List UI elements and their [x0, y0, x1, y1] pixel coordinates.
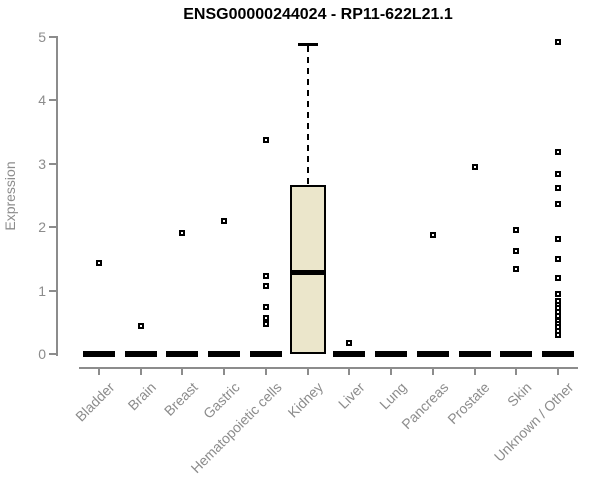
outlier-point: [513, 266, 520, 273]
collapsed-box: [500, 351, 533, 357]
x-tick: [431, 369, 434, 375]
y-tick: [49, 289, 56, 292]
x-tick: [306, 369, 309, 375]
collapsed-box: [124, 351, 157, 357]
outlier-point: [179, 229, 186, 236]
x-category-label: Skin: [504, 379, 535, 410]
y-tick: [49, 162, 56, 165]
x-tick: [556, 369, 559, 375]
y-tick: [49, 226, 56, 229]
whisker-line: [306, 45, 309, 185]
y-tick-label: 2: [38, 219, 46, 236]
y-axis-line: [56, 36, 58, 356]
outlier-point: [262, 321, 269, 328]
y-tick-label: 5: [38, 29, 46, 45]
collapsed-box: [416, 351, 449, 357]
y-tick-label: 1: [38, 282, 46, 299]
outlier-point: [262, 304, 269, 311]
x-tick: [390, 369, 393, 375]
outlier-point: [554, 39, 561, 46]
y-tick-label: 3: [38, 155, 46, 172]
outlier-point: [346, 340, 353, 347]
x-category-label: Lung: [376, 379, 410, 413]
outlier-point: [262, 283, 269, 290]
outlier-point: [471, 163, 478, 170]
outlier-point: [554, 236, 561, 243]
outlier-point: [221, 217, 228, 224]
y-tick: [49, 36, 56, 38]
x-category-label: Liver: [334, 379, 368, 412]
x-axis-line: [79, 367, 578, 369]
outlier-point: [554, 148, 561, 155]
y-tick-label: 0: [38, 346, 46, 362]
outlier-point: [429, 231, 436, 238]
outlier-point: [554, 170, 561, 177]
x-category-label: Unknown / Other: [490, 379, 577, 465]
outlier-point: [262, 136, 269, 143]
outlier-point: [262, 314, 269, 321]
collapsed-box: [458, 351, 491, 357]
x-tick: [348, 369, 351, 375]
outlier-point: [513, 226, 520, 233]
x-tick: [98, 369, 100, 375]
x-tick: [139, 369, 142, 375]
y-tick: [49, 99, 56, 102]
x-category-label: Prostate: [444, 379, 493, 428]
whisker-cap: [297, 42, 318, 46]
outlier-point: [554, 184, 561, 191]
x-category-label: Brain: [124, 379, 160, 414]
outlier-point: [96, 259, 102, 266]
outlier-point: [554, 331, 561, 338]
median-line: [289, 269, 326, 275]
outlier-point: [554, 274, 561, 281]
outlier-point: [554, 255, 561, 262]
x-tick: [223, 369, 226, 375]
outlier-point: [554, 312, 561, 319]
outlier-point: [513, 248, 520, 255]
collapsed-box: [166, 351, 199, 357]
x-category-label: Kidney: [284, 379, 326, 421]
x-tick: [264, 369, 267, 375]
outlier-point: [554, 290, 561, 297]
collapsed-box: [375, 351, 408, 357]
x-category-label: Bladder: [71, 379, 118, 425]
collapsed-box: [333, 351, 366, 357]
boxplot-box: [289, 184, 326, 354]
x-tick: [515, 369, 518, 375]
outlier-point: [137, 323, 144, 330]
outlier-point: [554, 200, 561, 207]
x-category-label: Breast: [160, 379, 201, 419]
x-tick: [473, 369, 476, 375]
outlier-point: [262, 273, 269, 280]
collapsed-box: [83, 351, 115, 357]
y-tick-label: 4: [38, 92, 46, 109]
chart-title: ENSG00000244024 - RP11-622L21.1: [183, 6, 453, 23]
collapsed-box: [249, 351, 282, 357]
collapsed-box: [541, 351, 574, 357]
x-tick: [181, 369, 184, 375]
y-tick: [49, 353, 56, 355]
collapsed-box: [208, 351, 241, 357]
